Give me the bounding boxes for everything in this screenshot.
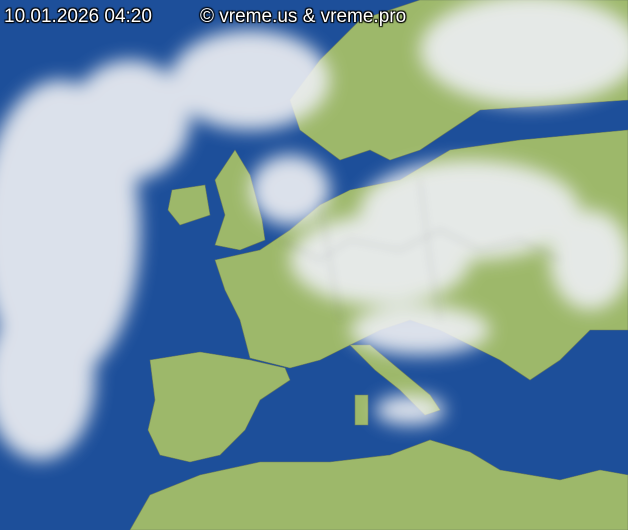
country-borders (279, 179, 561, 321)
copyright-label: © vreme.us & vreme.pro (200, 6, 407, 27)
great-britain (214, 149, 266, 251)
timestamp-label: 10.01.2026 04:20 (4, 6, 152, 27)
clouds (0, 0, 628, 460)
africa (129, 439, 628, 530)
sardinia (354, 394, 369, 426)
ireland (167, 184, 211, 226)
iberia (147, 351, 291, 463)
